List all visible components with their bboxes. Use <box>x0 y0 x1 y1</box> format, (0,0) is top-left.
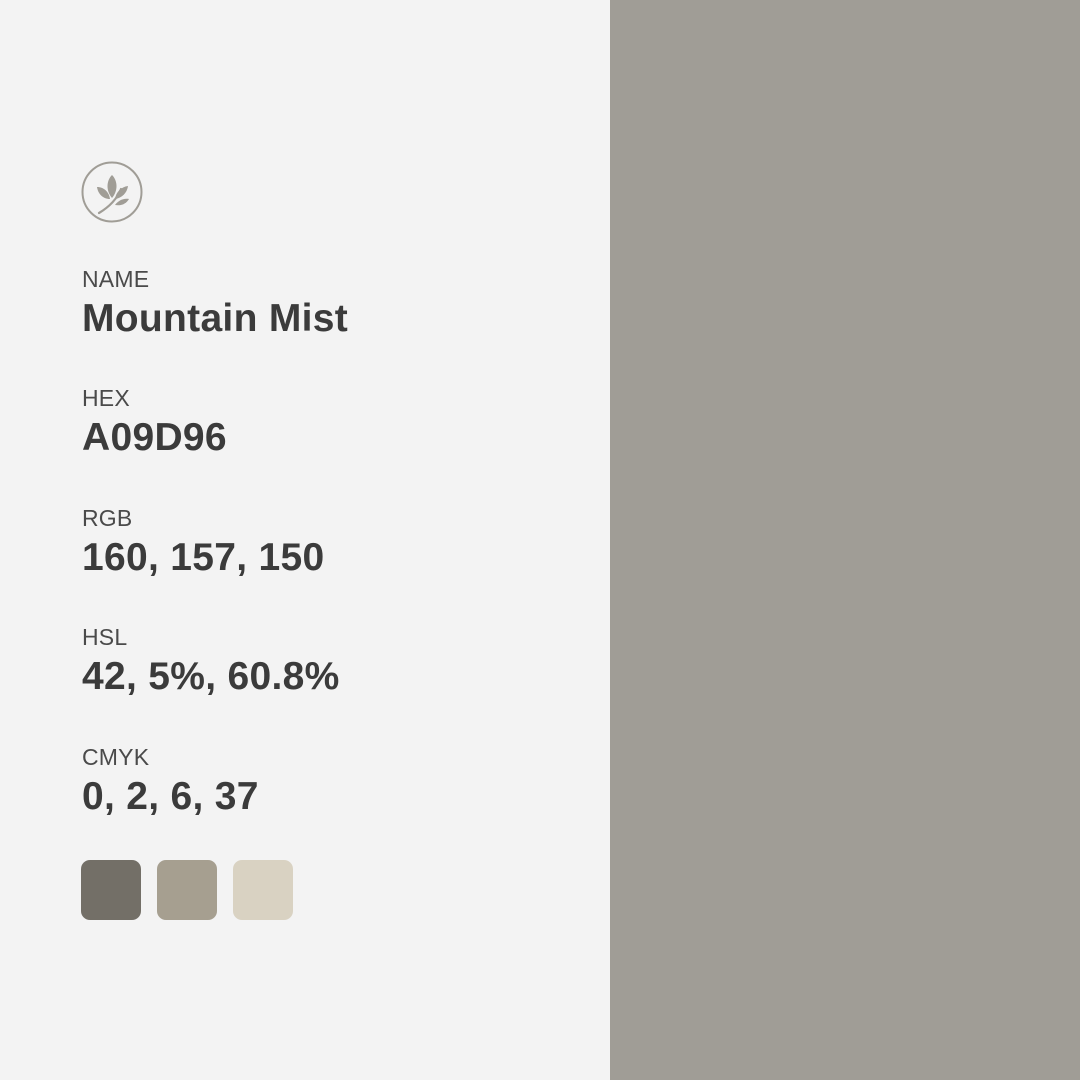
name-field: NAME Mountain Mist <box>82 266 582 341</box>
rgb-field: RGB 160, 157, 150 <box>82 505 582 580</box>
leaf-logo-icon <box>81 161 143 223</box>
cmyk-value: 0, 2, 6, 37 <box>82 775 259 818</box>
hex-label: HEX <box>82 385 130 411</box>
rgb-value: 160, 157, 150 <box>82 536 325 579</box>
cmyk-label: CMYK <box>82 744 150 770</box>
name-value: Mountain Mist <box>82 297 349 340</box>
name-label: NAME <box>82 266 150 292</box>
rgb-label: RGB <box>82 505 133 531</box>
palette-chip-mid <box>157 860 217 920</box>
hsl-value: 42, 5%, 60.8% <box>82 655 340 698</box>
hex-value: A09D96 <box>82 416 227 459</box>
palette-chip-dark <box>81 860 141 920</box>
cmyk-field: CMYK 0, 2, 6, 37 <box>82 744 582 819</box>
color-swatch <box>610 0 1080 1080</box>
hex-field: HEX A09D96 <box>82 385 582 460</box>
hsl-field: HSL 42, 5%, 60.8% <box>82 624 582 699</box>
hsl-label: HSL <box>82 624 128 650</box>
palette-chips <box>81 860 293 920</box>
palette-chip-light <box>233 860 293 920</box>
info-panel: NAME Mountain Mist HEX A09D96 RGB 160, 1… <box>81 161 582 920</box>
